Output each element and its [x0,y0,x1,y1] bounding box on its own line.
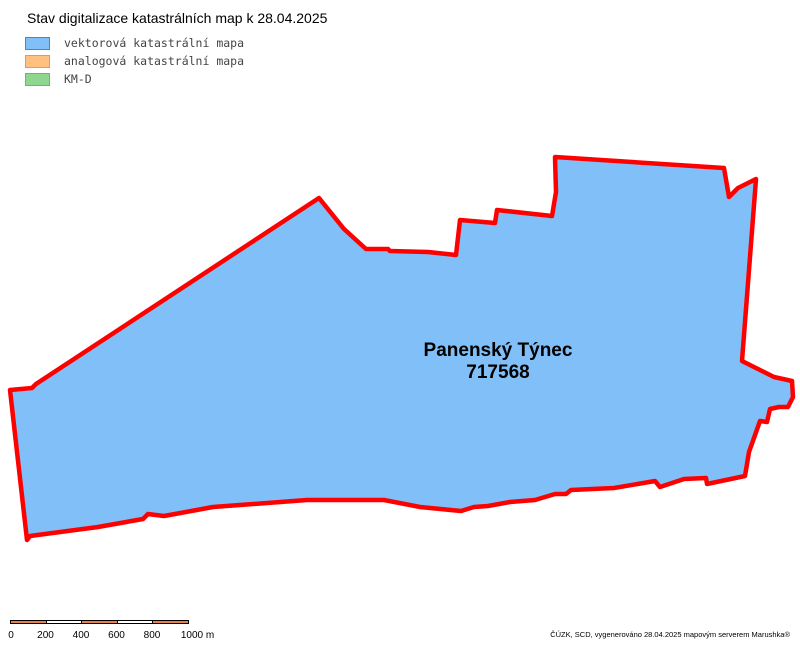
scale-bar-segment [10,620,47,624]
scale-bar-segment [152,620,189,624]
territory-code-label: 717568 [466,362,529,383]
scale-bar-segment [45,620,82,624]
territory-name-label: Panenský Týnec [424,340,573,361]
scale-bar-label: 200 [37,630,54,641]
scale-bar-label: 600 [108,630,125,641]
credit-text: ČÚZK, SCD, vygenerováno 28.04.2025 mapov… [550,630,790,639]
cadastral-territory-polygon[interactable] [7,154,796,543]
legend-label: KM-D [64,72,92,86]
legend-swatch [25,37,50,50]
map-title: Stav digitalizace katastrálních map k 28… [27,10,328,26]
scale-bar-label: 0 [8,630,14,641]
scale-bar-segment [116,620,153,624]
scale-bar-label: 1000 m [180,630,215,641]
scale-bar: 0 200 400 600 800 1000 m [0,618,220,644]
legend: vektorová katastrální mapa analogová kata… [25,36,285,90]
legend-label: vektorová katastrální mapa [64,36,245,50]
legend-item-analog-map: analogová katastrální mapa [25,54,285,72]
legend-label: analogová katastrální mapa [64,54,245,68]
scale-bar-label: 800 [143,630,161,641]
scale-bar-segment [81,620,118,624]
legend-swatch [25,73,50,86]
legend-item-vector-map: vektorová katastrální mapa [25,36,285,54]
scale-bar-label: 400 [72,630,90,641]
legend-item-km-d: KM-D [25,72,285,90]
legend-swatch [25,55,50,68]
